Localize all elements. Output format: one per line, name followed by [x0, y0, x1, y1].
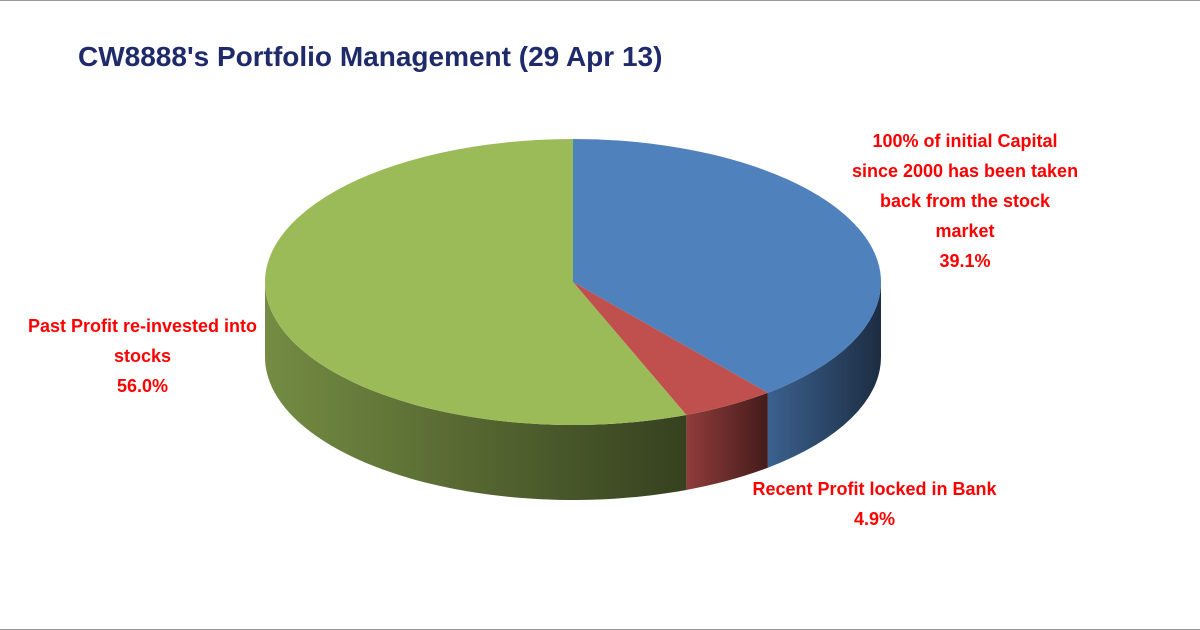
category-label: Past Profit re-invested into stocks — [27, 316, 258, 366]
data-label: Recent Profit locked in Bank 4.9% — [752, 474, 997, 534]
chart-title: CW8888's Portfolio Management (29 Apr 13… — [78, 41, 663, 72]
slice — [573, 139, 881, 393]
slice-side — [265, 282, 687, 500]
slice-side — [767, 282, 881, 468]
value-label: 56.0% — [116, 376, 169, 396]
value-label: 4.9% — [853, 509, 896, 529]
category-label: Recent Profit locked in Bank — [752, 479, 997, 499]
data-label: Past Profit re-invested into stocks 56.0% — [20, 311, 265, 401]
slice-side — [686, 392, 768, 490]
data-label: 100% of initial Capital since 2000 has b… — [850, 126, 1080, 276]
slice — [573, 282, 768, 415]
value-label: 39.1% — [939, 251, 991, 271]
category-label: 100% of initial Capital since 2000 has b… — [851, 131, 1079, 241]
slice — [265, 139, 687, 425]
